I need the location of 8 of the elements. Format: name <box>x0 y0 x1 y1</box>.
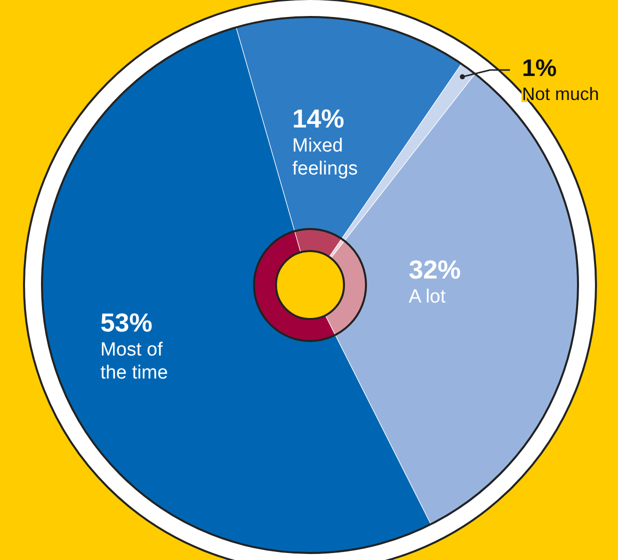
data-label: 53% <box>100 307 152 338</box>
data-label: 1% <box>522 55 557 82</box>
data-label: 32% <box>408 254 461 285</box>
slice-label: Not much <box>522 84 600 104</box>
slice-label: Most of the time <box>100 339 168 384</box>
data-label: 14% <box>292 103 344 134</box>
slice-label: Mixed feelings <box>292 135 358 180</box>
slice-label: A lot <box>408 286 446 308</box>
